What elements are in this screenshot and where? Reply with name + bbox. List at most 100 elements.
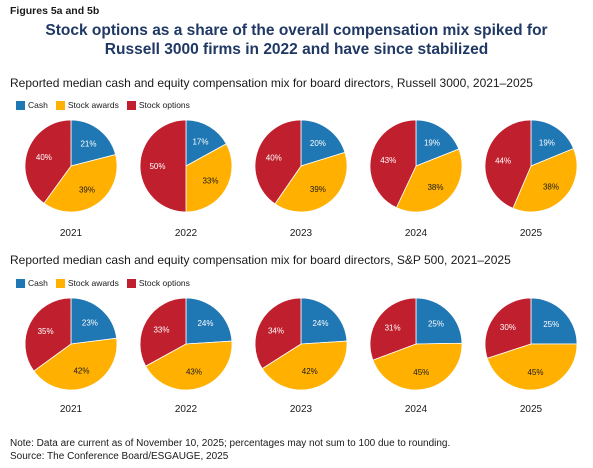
- pie-slice-cash: [415, 297, 463, 345]
- pie-slice-stock-options: [24, 297, 72, 372]
- chart-title: Stock options as a share of the overall …: [0, 21, 593, 59]
- pie-slice-stock-awards: [145, 340, 233, 391]
- data-label-stock-awards: 43%: [186, 367, 202, 376]
- pie-slice-stock-options: [139, 119, 187, 213]
- pie-sp500-2023: 24% 42% 34% 2023: [254, 297, 348, 415]
- pie-slice-stock-awards: [185, 143, 233, 213]
- year-label: 2024: [405, 228, 428, 239]
- data-label-cash: 24%: [312, 319, 328, 328]
- year-label: 2024: [405, 404, 428, 415]
- data-label-stock-awards: 39%: [79, 186, 95, 195]
- pie-sp500-2022: 24% 43% 33% 2022: [139, 297, 233, 415]
- note-text: Note: Data are current as of November 10…: [10, 438, 451, 449]
- data-label-cash: 20%: [310, 139, 326, 148]
- data-label-stock-options: 44%: [495, 156, 511, 165]
- pie-slice-stock-options: [24, 119, 72, 204]
- legend-label-cash: Cash: [28, 100, 48, 110]
- pie-slice-stock-options: [369, 119, 417, 209]
- pie-sp500-2025: 25% 45% 30% 2025: [484, 297, 578, 415]
- year-label: 2021: [60, 228, 83, 239]
- data-label-cash: 19%: [424, 138, 440, 147]
- pie-slice-cash: [300, 119, 346, 167]
- data-label-cash: 19%: [539, 138, 555, 147]
- data-label-cash: 17%: [192, 138, 208, 147]
- legend-label-stock-options: Stock options: [138, 100, 190, 110]
- pie-r3000-2025: 19% 38% 44% 2025: [484, 119, 578, 239]
- pie-slice-stock-options: [369, 297, 417, 361]
- legend-swatch-stock-awards: [55, 100, 65, 110]
- pie-slice-stock-awards: [512, 148, 578, 213]
- data-label-stock-awards: 42%: [73, 367, 89, 376]
- data-label-stock-awards: 38%: [427, 183, 443, 192]
- panel-a-title: Reported median cash and equity compensa…: [10, 76, 533, 90]
- data-label-stock-options: 50%: [149, 162, 165, 171]
- pie-slice-stock-awards: [33, 337, 118, 391]
- data-label-cash: 25%: [543, 320, 559, 329]
- data-label-stock-options: 34%: [268, 326, 284, 335]
- pie-sp500-2021: 23% 42% 35% 2021: [24, 297, 118, 415]
- data-label-stock-options: 30%: [500, 323, 516, 332]
- data-label-stock-options: 35%: [38, 327, 54, 336]
- data-label-stock-options: 43%: [380, 156, 396, 165]
- pie-slice-stock-options: [484, 119, 532, 209]
- pie-sp500-2024: 25% 45% 31% 2024: [369, 297, 463, 415]
- pie-slice-stock-options: [254, 119, 302, 205]
- data-label-stock-options: 40%: [36, 153, 52, 162]
- legend-label-stock-awards: Stock awards: [67, 278, 119, 288]
- pie-slice-cash: [185, 119, 227, 167]
- pie-slice-cash: [70, 297, 118, 345]
- footnotes: Note: Data are current as of November 10…: [10, 438, 450, 463]
- chart-title-line-1: Stock options as a share of the overall …: [45, 22, 548, 39]
- data-label-stock-options: 40%: [266, 154, 282, 163]
- data-label-stock-options: 33%: [153, 326, 169, 335]
- year-label: 2023: [290, 228, 313, 239]
- pie-slice-cash: [415, 119, 460, 167]
- data-label-stock-awards: 45%: [413, 368, 429, 377]
- legend-swatch-stock-options: [126, 100, 136, 110]
- chart-title-line-2: Russell 3000 firms in 2022 and have sinc…: [104, 41, 489, 58]
- data-label-stock-awards: 38%: [543, 182, 559, 191]
- legend-label-cash: Cash: [28, 278, 48, 288]
- year-label: 2025: [520, 404, 543, 415]
- pie-slice-stock-awards: [43, 154, 118, 213]
- panel-a-legend: Cash Stock awards Stock options: [16, 100, 198, 110]
- pie-slice-cash: [70, 119, 117, 167]
- pie-slice-stock-options: [139, 297, 187, 367]
- pie-slice-cash: [300, 297, 348, 345]
- year-label: 2023: [290, 404, 313, 415]
- data-label-cash: 25%: [428, 320, 444, 329]
- pie-r3000-2023: 20% 39% 40% 2023: [254, 119, 348, 239]
- legend-label-stock-awards: Stock awards: [67, 100, 119, 110]
- legend-label-stock-options: Stock options: [138, 278, 190, 288]
- data-label-stock-awards: 45%: [527, 368, 543, 377]
- data-label-cash: 23%: [82, 319, 98, 328]
- data-label-stock-awards: 33%: [202, 177, 218, 186]
- data-label-cash: 21%: [80, 140, 96, 149]
- data-label-stock-awards: 39%: [310, 185, 326, 194]
- pie-slice-cash: [530, 119, 575, 167]
- figure-label: Figures 5a and 5b: [10, 5, 100, 17]
- pie-r3000-2024: 19% 38% 43% 2024: [369, 119, 463, 239]
- data-label-cash: 24%: [197, 319, 213, 328]
- pie-slice-cash: [185, 297, 233, 345]
- legend-swatch-cash: [16, 278, 25, 288]
- pie-slice-stock-options: [484, 297, 532, 359]
- pie-r3000-2021: 21% 39% 40% 2021: [24, 119, 118, 239]
- pie-slice-stock-awards: [486, 343, 578, 391]
- legend-item-stock-options: Stock options: [126, 100, 190, 110]
- year-label: 2022: [175, 228, 198, 239]
- data-label-stock-awards: 42%: [302, 367, 318, 376]
- legend-item-cash: Cash: [16, 278, 48, 288]
- pie-slice-cash: [530, 297, 578, 345]
- pie-slice-stock-awards: [395, 148, 463, 213]
- legend-swatch-stock-awards: [55, 278, 65, 288]
- data-label-stock-options: 31%: [385, 324, 401, 333]
- legend-item-stock-awards: Stock awards: [55, 100, 119, 110]
- pie-slice-stock-awards: [261, 340, 348, 391]
- legend-item-stock-awards: Stock awards: [55, 278, 119, 288]
- pie-slice-stock-awards: [372, 342, 463, 391]
- pie-slice-stock-options: [254, 297, 302, 370]
- legend-swatch-cash: [16, 100, 25, 110]
- legend-swatch-stock-options: [126, 278, 136, 288]
